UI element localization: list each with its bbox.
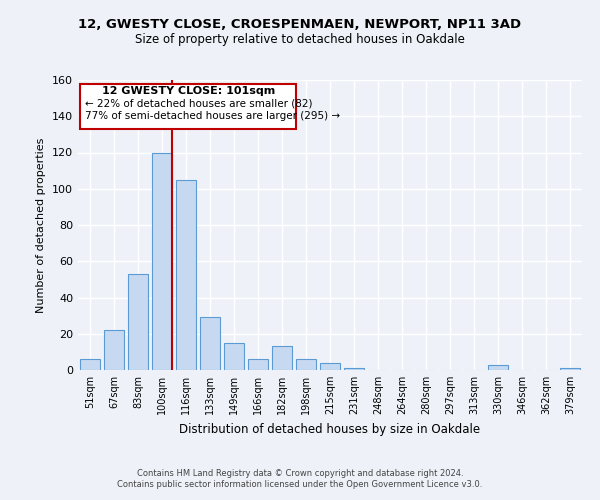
- Text: Size of property relative to detached houses in Oakdale: Size of property relative to detached ho…: [135, 32, 465, 46]
- Bar: [272, 346, 292, 370]
- Text: 12 GWESTY CLOSE: 101sqm: 12 GWESTY CLOSE: 101sqm: [102, 86, 275, 97]
- Text: Contains public sector information licensed under the Open Government Licence v3: Contains public sector information licen…: [118, 480, 482, 489]
- Bar: [200, 318, 220, 370]
- FancyBboxPatch shape: [80, 84, 296, 129]
- Bar: [104, 330, 124, 370]
- Bar: [224, 343, 244, 370]
- Bar: [320, 363, 340, 370]
- Text: 12, GWESTY CLOSE, CROESPENMAEN, NEWPORT, NP11 3AD: 12, GWESTY CLOSE, CROESPENMAEN, NEWPORT,…: [79, 18, 521, 30]
- X-axis label: Distribution of detached houses by size in Oakdale: Distribution of detached houses by size …: [179, 422, 481, 436]
- Bar: [152, 152, 172, 370]
- Text: ← 22% of detached houses are smaller (82): ← 22% of detached houses are smaller (82…: [85, 98, 313, 108]
- Bar: [344, 368, 364, 370]
- Bar: [176, 180, 196, 370]
- Bar: [296, 359, 316, 370]
- Text: Contains HM Land Registry data © Crown copyright and database right 2024.: Contains HM Land Registry data © Crown c…: [137, 468, 463, 477]
- Bar: [488, 364, 508, 370]
- Text: 77% of semi-detached houses are larger (295) →: 77% of semi-detached houses are larger (…: [85, 111, 340, 121]
- Bar: [128, 274, 148, 370]
- Bar: [80, 359, 100, 370]
- Bar: [560, 368, 580, 370]
- Bar: [248, 359, 268, 370]
- Y-axis label: Number of detached properties: Number of detached properties: [37, 138, 46, 312]
